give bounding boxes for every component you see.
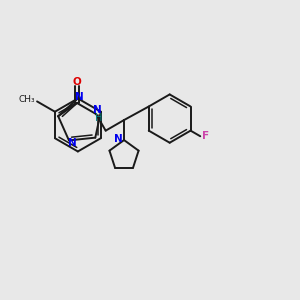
Text: N: N	[68, 138, 77, 148]
Text: N: N	[75, 92, 84, 102]
Text: CH₃: CH₃	[19, 94, 36, 103]
Text: F: F	[202, 131, 209, 141]
Text: O: O	[73, 77, 81, 87]
Text: N: N	[114, 134, 122, 144]
Text: H: H	[95, 113, 102, 123]
Text: N: N	[93, 105, 102, 115]
